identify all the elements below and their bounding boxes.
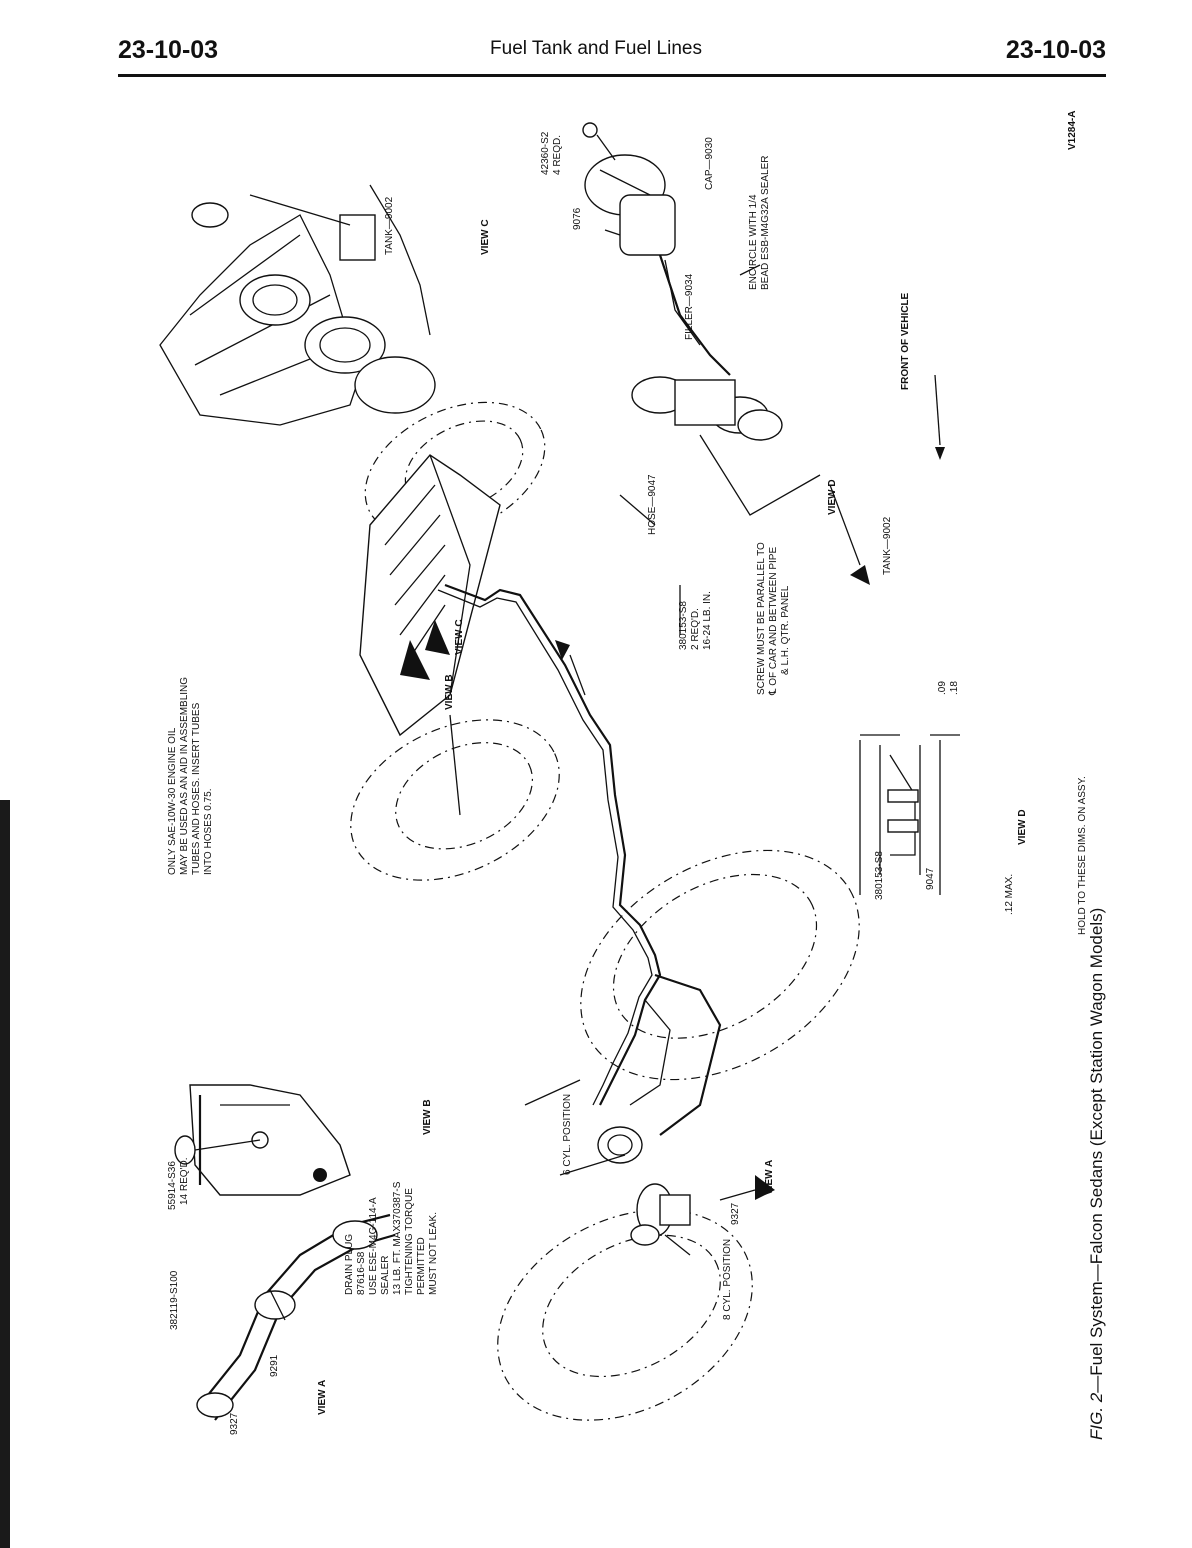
figure-caption: FIG. 2—Fuel System—Falcon Sedans (Except… [1087,908,1106,1440]
filler-assembly [582,122,821,516]
page-title: Fuel Tank and Fuel Lines [490,38,702,59]
wheel-left-rear [350,719,560,881]
oil-note-1: ONLY SAE-10W-30 ENGINE OIL [167,727,178,875]
encircle-label-1: ENCIRCLE WITH 1/4 [748,194,759,290]
screw-note-1: SCREW MUST BE PARALLEL TO [756,542,767,695]
oil-note-3: TUBES AND HOSES. INSERT TUBES [191,702,202,875]
view-d-max-label: .12 MAX. [1004,874,1015,915]
drain-note-4: SEALER [380,1256,391,1295]
view-a-detail [196,1213,396,1421]
front-of-vehicle-label: FRONT OF VEHICLE [900,292,911,390]
drain-note-2: 87616-S8 [356,1251,367,1295]
view-b-label: VIEW B [422,1099,433,1135]
six-cyl-label: 6 CYL. POSITION [562,1094,573,1175]
view-d-label: VIEW D [1017,809,1028,845]
figure-ref: V1284-A [1067,111,1078,150]
drain-note-3: USE ESE-M4G-114-A [368,1197,379,1295]
hold-dims-note: HOLD TO THESE DIMS. ON ASSY. [1077,776,1088,935]
clamp-label-1: 380153-S8 [678,601,689,650]
drain-note-6: TIGHTENING TORQUE [404,1188,415,1295]
filler-label: FILLER—9034 [684,273,695,340]
view-c-label: VIEW C [480,219,491,255]
clamp-label-3: 16-24 LB. IN. [702,591,713,650]
view-a-arrow-label: VIEW A [764,1160,775,1195]
oil-note-4: INTO HOSES 0.75. [203,788,214,875]
part-382119-label: 382119-S100 [169,1270,180,1330]
dim-18-label: .18 [949,681,960,695]
drain-note-1: DRAIN PLUG [344,1234,355,1295]
page-number-right: 23-10-03 [1005,36,1106,64]
view-c-detail [159,184,436,426]
page-number-left: 23-10-03 [118,36,219,64]
view-b-detail [174,1084,351,1196]
wheel-front [497,1209,753,1421]
part-42360-label: 42360-S2 [540,131,551,175]
dim-09-label: .09 [937,681,948,695]
fuel-pump-6-cyl [597,1126,643,1164]
part-42360-qty-label: 4 REQD. [552,135,563,175]
figure-caption-prefix: FIG. 2 [1087,1392,1106,1440]
eight-cyl-label: 8 CYL. POSITION [722,1239,733,1320]
fuel-tank [359,454,501,737]
tank-c-label: TANK—9002 [384,196,395,255]
fuel-system-diagram: TANK—9002 VIEW C 42360-S2 4 REQD. CAP—90… [159,111,1106,1440]
view-d-detail [859,734,960,895]
part-370387-label: 370387-S [392,1181,403,1225]
oil-note-2: MAY BE USED AS AN AID IN ASSEMBLING [179,677,190,875]
view-a-9327-label: 9327 [229,1412,240,1435]
part-9327-label: 9327 [730,1202,741,1225]
view-d-arrow-label: VIEW D [827,479,838,515]
screw-note-2: ℄ OF CAR AND BETWEEN PIPE [768,547,779,696]
part-9076-label: 9076 [572,207,583,230]
view-b-arrow-label: VIEW B [444,674,455,710]
hose-label: HOSE—9047 [647,474,658,535]
screw-note-3: & L.H. QTR. PANEL [780,585,791,675]
figure-caption-text: —Fuel System—Falcon Sedans (Except Stati… [1087,908,1106,1393]
leader-lines [449,229,945,1256]
view-c-arrow-label: VIEW C [454,619,465,655]
fuel-pump-8-cyl [630,1183,691,1246]
view-a-label: VIEW A [317,1380,328,1415]
fuel-line [437,583,722,1136]
clamp-label-2: 2 REQ'D. [690,608,701,650]
part-55914-label: 55914-S36 [167,1161,178,1210]
spare-tire [580,849,860,1081]
header-rule [118,74,1106,77]
view-d-part-380153-label: 380153-S8 [874,851,885,900]
encircle-label-2: BEAD ESB-M4G32A SEALER [760,155,771,290]
view-a-9291-label: 9291 [269,1354,280,1377]
scan-edge [0,800,10,1548]
view-d-part-9047-label: 9047 [925,867,936,890]
drain-note-7: PERMITTED [416,1237,427,1295]
cap-label: CAP—9030 [704,137,715,190]
part-55914-qty-label: 14 REQ'D. [179,1158,190,1205]
drain-note-8: MUST NOT LEAK. [428,1212,439,1295]
drain-note-5: 13 LB. FT. MAX. [392,1222,403,1295]
tank-d-label: TANK—9002 [882,516,893,575]
